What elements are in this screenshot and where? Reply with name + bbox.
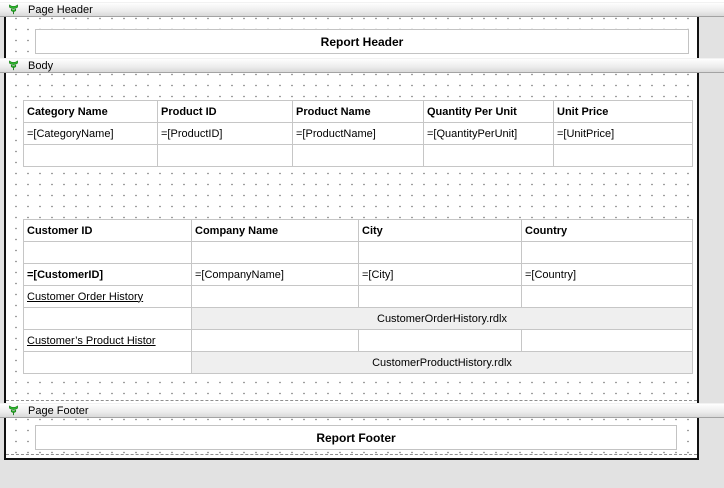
subreport-customer-product-history[interactable]: CustomerProductHistory.rdlx <box>191 351 693 374</box>
customer-order-history-link[interactable]: Customer Order History <box>23 285 192 308</box>
customers-header-cell[interactable]: Customer ID <box>23 219 192 242</box>
empty-cell[interactable] <box>23 351 192 374</box>
customers-data-row: =[CustomerID] =[CompanyName] =[City] =[C… <box>23 263 693 286</box>
customers-table[interactable]: Customer ID Company Name City Country =[… <box>23 219 693 374</box>
band-label-page-footer: Page Footer <box>28 404 89 417</box>
products-header-cell[interactable]: Product Name <box>292 100 424 123</box>
section-arrow-icon <box>8 60 19 71</box>
customers-empty-row <box>23 241 693 264</box>
empty-cell[interactable] <box>553 144 693 167</box>
page-footer-section: Report Footer <box>0 418 724 460</box>
report-header-textbox[interactable]: Report Header <box>35 29 689 54</box>
customers-data-cell[interactable]: =[CustomerID] <box>23 263 192 286</box>
section-arrow-icon <box>8 4 19 15</box>
empty-cell[interactable] <box>191 329 359 352</box>
empty-cell[interactable] <box>191 241 359 264</box>
empty-cell[interactable] <box>23 307 192 330</box>
page-header-section: Report Header <box>0 17 724 58</box>
products-data-cell[interactable]: =[CategoryName] <box>23 122 158 145</box>
body-design-area[interactable]: Category Name Product ID Product Name Qu… <box>4 73 699 403</box>
empty-cell[interactable] <box>358 329 522 352</box>
product-history-link-row: Customer’s Product Histor <box>23 329 693 352</box>
products-header-cell[interactable]: Quantity Per Unit <box>423 100 554 123</box>
page-footer-design-area[interactable]: Report Footer <box>4 418 699 460</box>
products-data-cell[interactable]: =[ProductName] <box>292 122 424 145</box>
page-header-design-area[interactable]: Report Header <box>4 17 699 58</box>
products-header-cell[interactable]: Unit Price <box>553 100 693 123</box>
customers-header-row: Customer ID Company Name City Country <box>23 219 693 242</box>
customers-data-cell[interactable]: =[Country] <box>521 263 693 286</box>
order-history-link-row: Customer Order History <box>23 285 693 308</box>
products-header-cell[interactable]: Product ID <box>157 100 293 123</box>
empty-cell[interactable] <box>23 144 158 167</box>
band-header-page-footer[interactable]: Page Footer <box>0 403 724 418</box>
body-bottom-gridline <box>6 400 697 401</box>
customers-header-cell[interactable]: Country <box>521 219 693 242</box>
empty-cell[interactable] <box>358 241 522 264</box>
footer-bottom-gridline <box>6 454 697 455</box>
products-empty-row <box>23 144 693 167</box>
top-margin <box>0 0 724 2</box>
body-section: Category Name Product ID Product Name Qu… <box>0 73 724 403</box>
products-data-cell[interactable]: =[QuantityPerUnit] <box>423 122 554 145</box>
band-header-page-header[interactable]: Page Header <box>0 2 724 17</box>
product-history-subreport-row: CustomerProductHistory.rdlx <box>23 351 693 374</box>
empty-cell[interactable] <box>191 285 359 308</box>
empty-cell[interactable] <box>23 241 192 264</box>
products-data-cell[interactable]: =[ProductID] <box>157 122 293 145</box>
products-header-row: Category Name Product ID Product Name Qu… <box>23 100 693 123</box>
empty-cell[interactable] <box>157 144 293 167</box>
customers-data-cell[interactable]: =[CompanyName] <box>191 263 359 286</box>
customers-data-cell[interactable]: =[City] <box>358 263 522 286</box>
empty-cell[interactable] <box>423 144 554 167</box>
products-table[interactable]: Category Name Product ID Product Name Qu… <box>23 100 693 167</box>
customers-header-cell[interactable]: Company Name <box>191 219 359 242</box>
empty-cell[interactable] <box>521 329 693 352</box>
subreport-customer-order-history[interactable]: CustomerOrderHistory.rdlx <box>191 307 693 330</box>
empty-cell[interactable] <box>292 144 424 167</box>
empty-cell[interactable] <box>521 241 693 264</box>
products-data-row: =[CategoryName] =[ProductID] =[ProductNa… <box>23 122 693 145</box>
customers-header-cell[interactable]: City <box>358 219 522 242</box>
band-header-body[interactable]: Body <box>0 58 724 73</box>
order-history-subreport-row: CustomerOrderHistory.rdlx <box>23 307 693 330</box>
empty-cell[interactable] <box>358 285 522 308</box>
section-arrow-icon <box>8 405 19 416</box>
products-data-cell[interactable]: =[UnitPrice] <box>553 122 693 145</box>
customer-product-history-link[interactable]: Customer’s Product Histor <box>23 329 192 352</box>
report-footer-textbox[interactable]: Report Footer <box>35 425 677 450</box>
products-header-cell[interactable]: Category Name <box>23 100 158 123</box>
band-label-body: Body <box>28 59 54 72</box>
empty-cell[interactable] <box>521 285 693 308</box>
band-label-page-header: Page Header <box>28 3 93 16</box>
